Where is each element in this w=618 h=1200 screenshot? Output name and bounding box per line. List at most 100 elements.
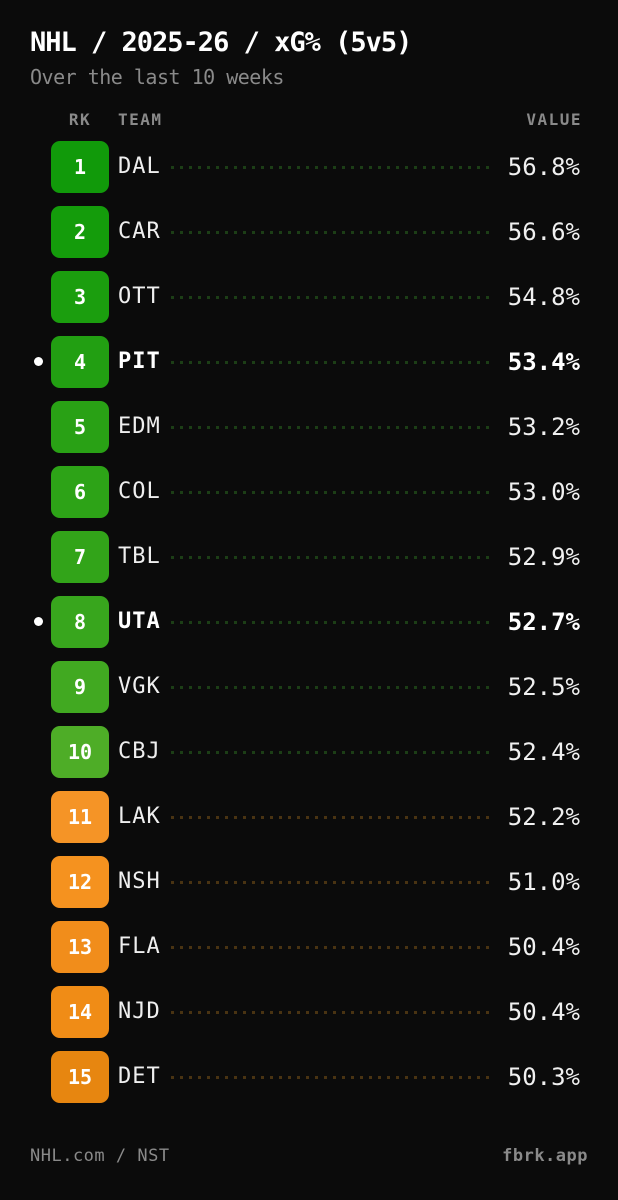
rank-number: 9 xyxy=(73,674,87,699)
table-row: 11 LAK 52.2% xyxy=(30,784,580,849)
value-label: 56.8% xyxy=(507,152,580,181)
rank-number: 1 xyxy=(73,154,87,179)
highlight-dot-cell xyxy=(30,877,51,886)
column-header-team: TEAM xyxy=(118,109,163,129)
value-label: 52.2% xyxy=(507,802,580,831)
page-subtitle: Over the last 10 weeks xyxy=(30,65,284,89)
team-label: NJD xyxy=(118,999,161,1024)
highlight-dot-cell xyxy=(30,487,51,496)
leader-dots xyxy=(170,816,491,819)
leader-dots xyxy=(170,556,491,559)
rank-number: 8 xyxy=(73,609,87,634)
value-label: 50.3% xyxy=(507,1062,580,1091)
column-header-rank: RK xyxy=(68,109,92,129)
rank-badge: 12 xyxy=(51,855,109,908)
value-label: 52.7% xyxy=(507,607,580,636)
column-headers: RK TEAM VALUE xyxy=(30,108,582,130)
highlight-dot-cell xyxy=(30,682,51,691)
table-row: 14 NJD 50.4% xyxy=(30,979,580,1044)
team-label: TBL xyxy=(118,544,161,569)
rank-number: 3 xyxy=(73,284,87,309)
value-label: 53.2% xyxy=(507,412,580,441)
table-row: 7 TBL 52.9% xyxy=(30,524,580,589)
highlight-dot-cell xyxy=(30,617,51,626)
team-label: EDM xyxy=(118,414,161,439)
rank-number: 13 xyxy=(67,934,93,959)
highlight-dot-cell xyxy=(30,227,51,236)
team-label: CAR xyxy=(118,219,161,244)
highlight-dot-icon xyxy=(34,357,43,366)
team-label: NSH xyxy=(118,869,161,894)
footer: NHL.com / NST fbrk.app xyxy=(30,1146,588,1166)
value-label: 53.0% xyxy=(507,477,580,506)
highlight-dot-cell xyxy=(30,747,51,756)
table-row: 2 CAR 56.6% xyxy=(30,199,580,264)
table-row: 5 EDM 53.2% xyxy=(30,394,580,459)
rank-badge: 2 xyxy=(51,205,109,258)
rank-badge: 15 xyxy=(51,1050,109,1103)
rank-number: 14 xyxy=(67,999,93,1024)
footer-brand: fbrk.app xyxy=(502,1146,588,1166)
ranking-list: 1 DAL 56.8% 2 CAR 56.6% 3 OTT 54.8% 4 xyxy=(30,134,580,1109)
leader-dots xyxy=(170,881,491,884)
highlight-dot-cell xyxy=(30,292,51,301)
rank-badge: 7 xyxy=(51,530,109,583)
value-label: 52.5% xyxy=(507,672,580,701)
highlight-dot-cell xyxy=(30,552,51,561)
leader-dots xyxy=(170,296,491,299)
leader-dots xyxy=(170,1011,491,1014)
table-row: 8 UTA 52.7% xyxy=(30,589,580,654)
team-label: PIT xyxy=(118,349,161,374)
rank-badge: 3 xyxy=(51,270,109,323)
leader-dots xyxy=(170,361,491,364)
rank-badge: 13 xyxy=(51,920,109,973)
rank-badge: 8 xyxy=(51,595,109,648)
table-row: 12 NSH 51.0% xyxy=(30,849,580,914)
rank-number: 11 xyxy=(67,804,93,829)
value-label: 53.4% xyxy=(507,347,580,376)
table-row: 15 DET 50.3% xyxy=(30,1044,580,1109)
rank-badge: 5 xyxy=(51,400,109,453)
value-label: 56.6% xyxy=(507,217,580,246)
table-row: 10 CBJ 52.4% xyxy=(30,719,580,784)
rank-number: 15 xyxy=(67,1064,93,1089)
team-label: COL xyxy=(118,479,161,504)
team-label: LAK xyxy=(118,804,161,829)
leader-dots xyxy=(170,1076,491,1079)
leader-dots xyxy=(170,166,491,169)
value-label: 50.4% xyxy=(507,932,580,961)
value-label: 50.4% xyxy=(507,997,580,1026)
rank-number: 10 xyxy=(67,739,93,764)
highlight-dot-cell xyxy=(30,422,51,431)
table-row: 3 OTT 54.8% xyxy=(30,264,580,329)
leader-dots xyxy=(170,621,491,624)
team-label: DAL xyxy=(118,154,161,179)
team-label: DET xyxy=(118,1064,161,1089)
value-label: 51.0% xyxy=(507,867,580,896)
rank-number: 7 xyxy=(73,544,87,569)
leader-dots xyxy=(170,686,491,689)
value-label: 54.8% xyxy=(507,282,580,311)
table-row: 6 COL 53.0% xyxy=(30,459,580,524)
team-label: OTT xyxy=(118,284,161,309)
highlight-dot-cell xyxy=(30,942,51,951)
team-label: FLA xyxy=(118,934,161,959)
column-header-value: VALUE xyxy=(526,109,582,129)
rank-number: 12 xyxy=(67,869,93,894)
highlight-dot-cell xyxy=(30,357,51,366)
rank-badge: 6 xyxy=(51,465,109,518)
leader-dots xyxy=(170,491,491,494)
team-label: UTA xyxy=(118,609,161,634)
rank-number: 4 xyxy=(73,349,87,374)
highlight-dot-cell xyxy=(30,1072,51,1081)
leader-dots xyxy=(170,426,491,429)
rank-badge: 1 xyxy=(51,140,109,193)
table-row: 13 FLA 50.4% xyxy=(30,914,580,979)
team-label: VGK xyxy=(118,674,161,699)
highlight-dot-cell xyxy=(30,1007,51,1016)
table-row: 9 VGK 52.5% xyxy=(30,654,580,719)
leader-dots xyxy=(170,231,491,234)
team-label: CBJ xyxy=(118,739,161,764)
rank-badge: 9 xyxy=(51,660,109,713)
rank-badge: 14 xyxy=(51,985,109,1038)
